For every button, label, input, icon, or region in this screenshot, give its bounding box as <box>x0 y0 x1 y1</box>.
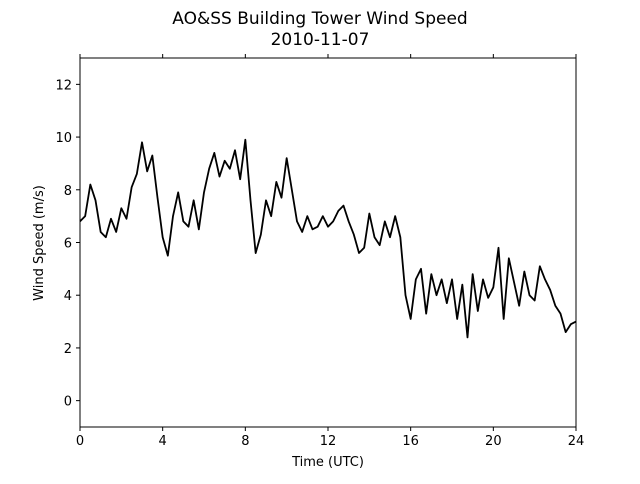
y-axis-label: Wind Speed (m/s) <box>32 185 47 301</box>
x-tick-label: 4 <box>159 434 167 449</box>
x-tick-label: 16 <box>402 434 419 449</box>
y-tick-label: 4 <box>64 289 72 304</box>
y-tick-label: 2 <box>64 342 72 357</box>
x-tick-label: 8 <box>241 434 249 449</box>
plot-frame <box>79 57 577 428</box>
chart-subtitle: 2010-11-07 <box>271 30 370 50</box>
x-tick-label: 20 <box>485 434 502 449</box>
x-tick-label: 12 <box>320 434 337 449</box>
y-tick-label: 10 <box>55 131 72 146</box>
x-tick-label: 24 <box>568 434 585 449</box>
y-tick-label: 0 <box>64 395 72 410</box>
y-tick-label: 8 <box>64 184 72 199</box>
chart-title: AO&SS Building Tower Wind Speed <box>172 9 467 29</box>
y-tick-label: 6 <box>64 237 72 252</box>
y-tick-label: 12 <box>55 78 72 93</box>
x-axis-label: Time (UTC) <box>291 455 364 470</box>
data-line <box>79 138 577 339</box>
x-tick-label: 0 <box>76 434 84 449</box>
